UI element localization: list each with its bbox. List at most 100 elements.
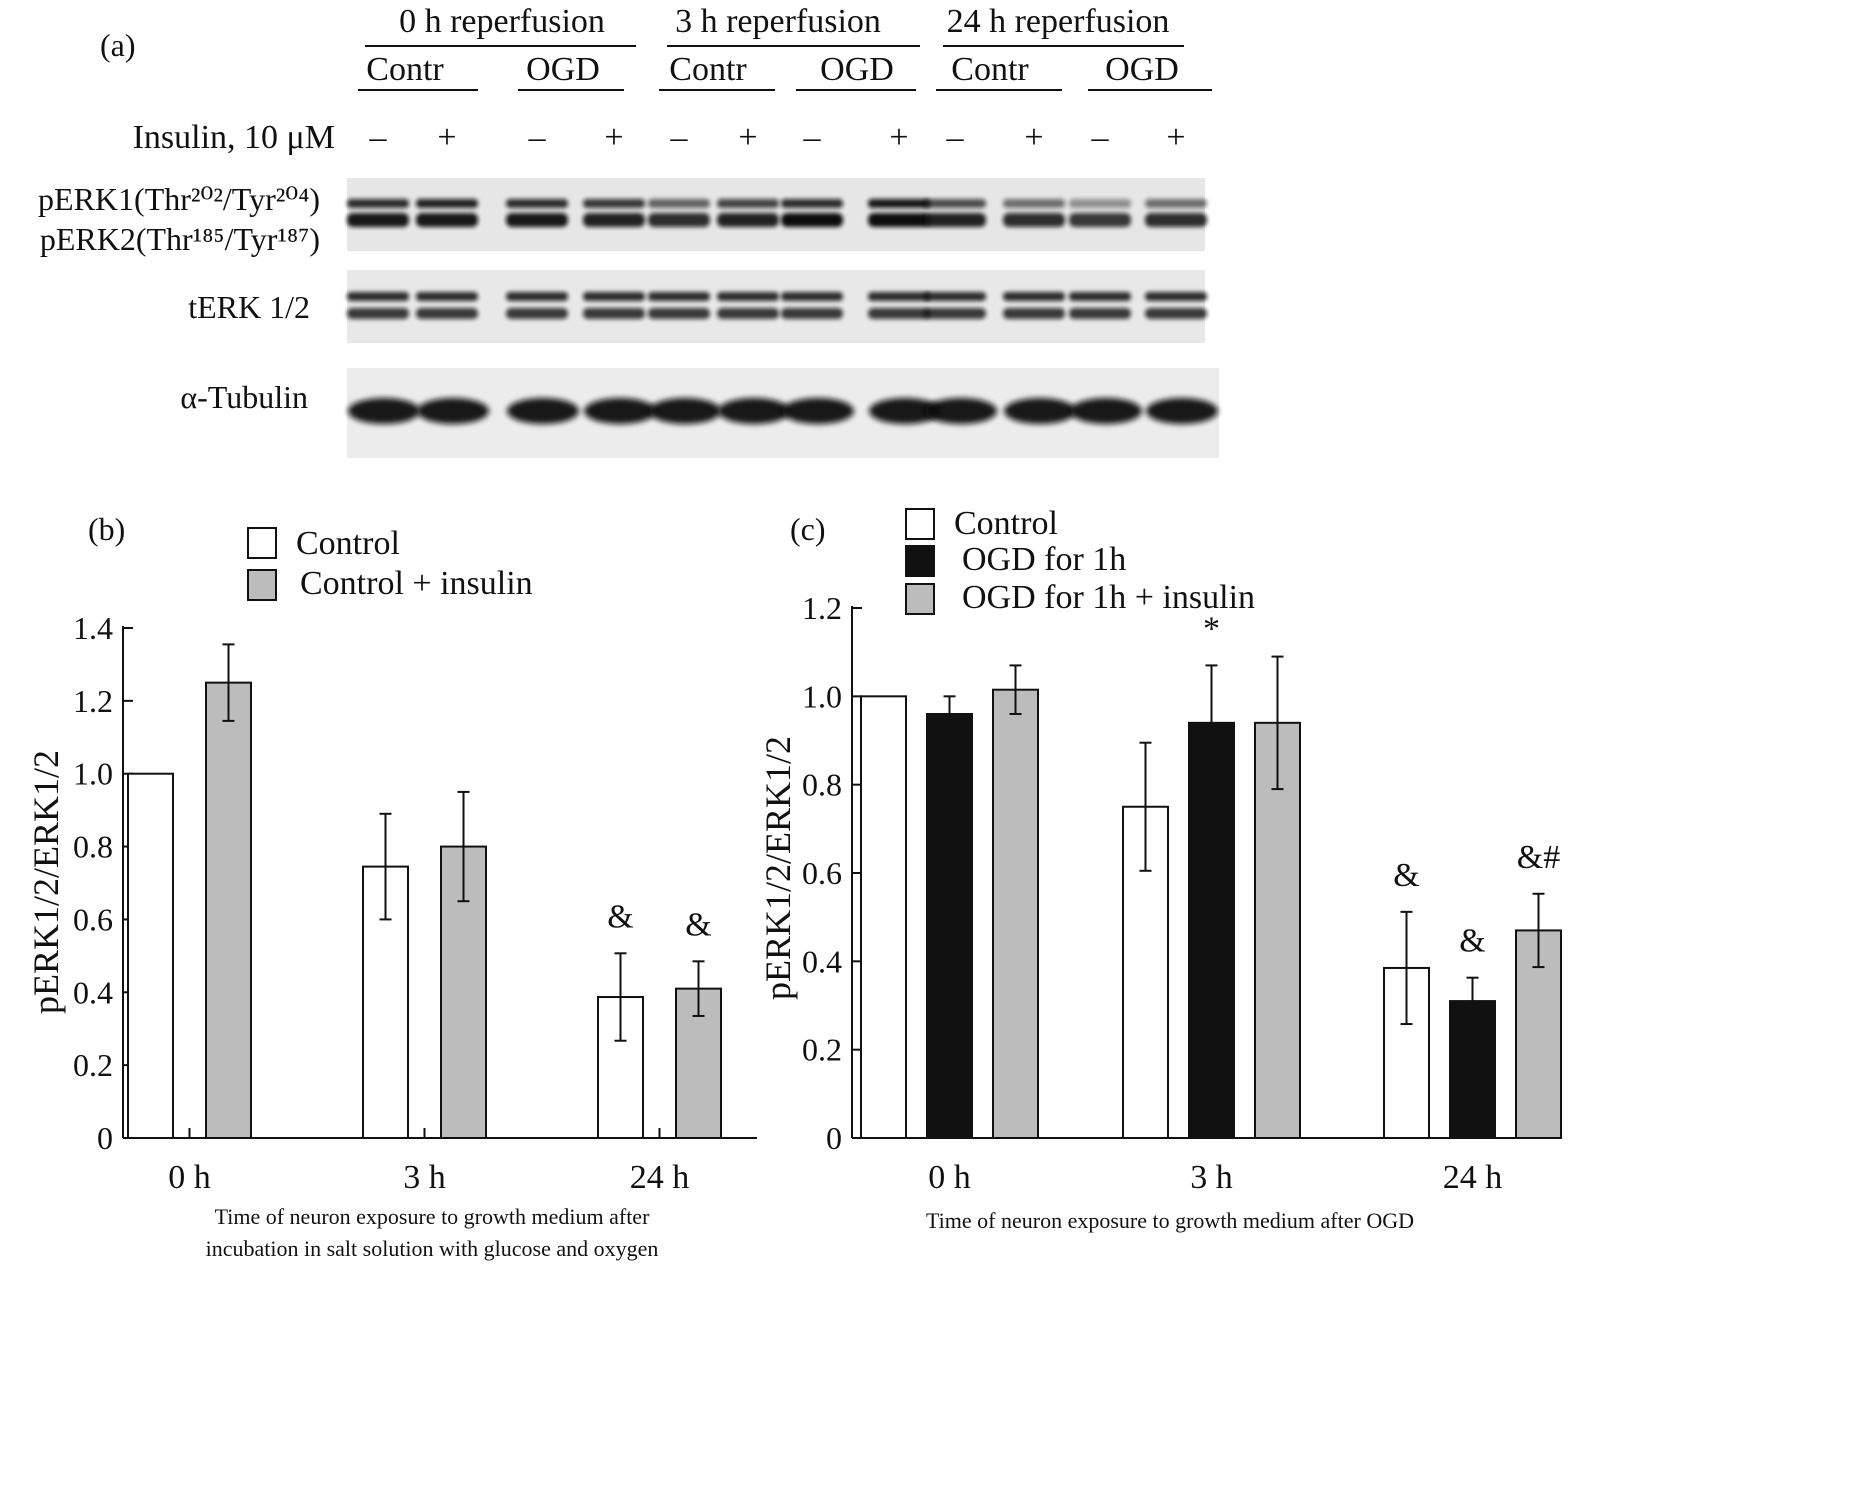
tubulin-band <box>649 398 721 424</box>
y-tick-label: 0.8 <box>802 767 842 803</box>
panel-c-label: (c) <box>790 511 826 547</box>
x-ticks: 0 h 3 h 24 h <box>168 1128 689 1196</box>
terk2-band <box>416 308 478 319</box>
legend-label-ogd: OGD for 1h <box>962 541 1126 578</box>
panel-c: (c) Control OGD for 1h OGD for 1h + insu… <box>758 505 1562 1233</box>
perk2-band <box>347 213 409 227</box>
perk1-band <box>416 199 478 208</box>
y-ticks: 0 0.2 0.4 0.6 0.8 1.0 1.2 <box>802 590 862 1156</box>
insulin-signs: – + – + – + – + – + – + <box>369 119 1186 156</box>
terk1-band <box>781 292 843 301</box>
perk1-band <box>506 199 568 208</box>
terk1-band <box>1145 292 1207 301</box>
bars: & & <box>127 643 722 1140</box>
terk2-band <box>1145 308 1207 319</box>
y-tick-label: 0 <box>826 1120 842 1156</box>
legend-label-control-insulin: Control + insulin <box>300 565 533 602</box>
bar-b-s1-c1 <box>440 845 487 1139</box>
y-tick-label: 0.4 <box>73 974 113 1010</box>
panel-b-label: (b) <box>88 511 125 547</box>
significance-mark: & <box>607 898 633 935</box>
terk-label: tERK 1/2 <box>188 289 310 325</box>
x-axis-label-line-1: Time of neuron exposure to growth medium… <box>215 1204 650 1229</box>
legend-swatch-ogd-insulin <box>905 583 935 615</box>
perk1-band <box>648 199 710 208</box>
insulin-sign: – <box>528 119 547 156</box>
panel-a-label: (a) <box>100 27 136 63</box>
terk1-band <box>506 292 568 301</box>
x-tick-label: 3 h <box>1190 1159 1233 1196</box>
terk1-band <box>924 292 986 301</box>
legend-label-control: Control <box>296 525 400 562</box>
perk2-band <box>648 213 710 227</box>
reperfusion-3h: 3 h reperfusion <box>675 3 881 40</box>
terk2-band <box>347 308 409 319</box>
perk2-band <box>1003 213 1065 227</box>
perk2-band <box>717 213 779 227</box>
reperfusion-24h: 24 h reperfusion <box>947 3 1170 40</box>
legend: Control OGD for 1h OGD for 1h + insulin <box>905 505 1255 616</box>
legend-swatch-ogd <box>905 545 935 577</box>
tubulin-band <box>782 398 854 424</box>
tubulin-band <box>718 398 790 424</box>
terk1-band <box>868 292 930 301</box>
x-ticks: 0 h 3 h 24 h <box>928 1128 1502 1196</box>
panel-a: (a) 0 h reperfusion 3 h reperfusion 24 h… <box>38 3 1219 458</box>
insulin-sign: + <box>604 119 623 156</box>
x-tick-label: 0 h <box>168 1159 211 1196</box>
y-tick-label: 0.6 <box>73 901 113 937</box>
legend-label-control: Control <box>954 505 1058 542</box>
perk2-band <box>868 213 930 227</box>
bars: * & & &# <box>860 610 1562 1140</box>
x-axis-label-line-2: incubation in salt solution with glucose… <box>206 1236 659 1261</box>
terk2-band <box>1003 308 1065 319</box>
terk2-band <box>781 308 843 319</box>
bar-c-s2-c0 <box>992 688 1039 1139</box>
insulin-sign: + <box>437 119 456 156</box>
bar-c-s2-c2 <box>1515 929 1562 1140</box>
perk1-band <box>868 199 930 208</box>
bar-c-s0-c0 <box>860 695 907 1139</box>
bar-b-s0-c0 <box>127 772 174 1139</box>
tubulin-band <box>507 398 579 424</box>
tubulin-band <box>1146 398 1218 424</box>
insulin-sign: – <box>670 119 689 156</box>
y-tick-label: 1.2 <box>802 590 842 626</box>
terk1-band <box>583 292 645 301</box>
terk2-band <box>506 308 568 319</box>
y-tick-label: 0 <box>97 1120 113 1156</box>
terk-bands <box>347 292 1207 319</box>
perk1-band <box>1145 199 1207 208</box>
terk-blot <box>347 270 1205 343</box>
perk2-label: pERK2(Thr¹⁸⁵/Tyr¹⁸⁷) <box>40 221 320 257</box>
tubulin-band <box>1070 398 1142 424</box>
perk-bands <box>347 199 1207 227</box>
y-tick-label: 1.2 <box>73 683 113 719</box>
perk2-band <box>1145 213 1207 227</box>
tubulin-band <box>869 398 941 424</box>
y-tick-label: 0.4 <box>802 943 842 979</box>
y-tick-label: 0.8 <box>73 829 113 865</box>
terk1-band <box>347 292 409 301</box>
perk1-label: pERK1(Thr²⁰²/Tyr²⁰⁴) <box>38 181 320 217</box>
insulin-sign: – <box>803 119 822 156</box>
tubulin-band <box>1004 398 1076 424</box>
perk1-band <box>583 199 645 208</box>
y-tick-label: 1.0 <box>73 756 113 792</box>
reperfusion-0h: 0 h reperfusion <box>399 3 605 40</box>
perk2-band <box>1069 213 1131 227</box>
y-axis-label: pERK1/2/ERK1/2 <box>758 736 798 1000</box>
insulin-label: Insulin, 10 μM <box>133 119 335 156</box>
tubulin-band <box>925 398 997 424</box>
tubulin-band <box>417 398 489 424</box>
x-axis-label: Time of neuron exposure to growth medium… <box>926 1208 1414 1233</box>
significance-mark: & <box>1393 857 1419 894</box>
significance-mark: &# <box>1517 839 1560 876</box>
terk2-band <box>868 308 930 319</box>
tubulin-label: α-Tubulin <box>180 379 308 415</box>
significance-mark: * <box>1203 610 1220 647</box>
perk2-band <box>583 213 645 227</box>
condition-contr-24h: Contr <box>951 51 1029 88</box>
perk2-band <box>924 213 986 227</box>
